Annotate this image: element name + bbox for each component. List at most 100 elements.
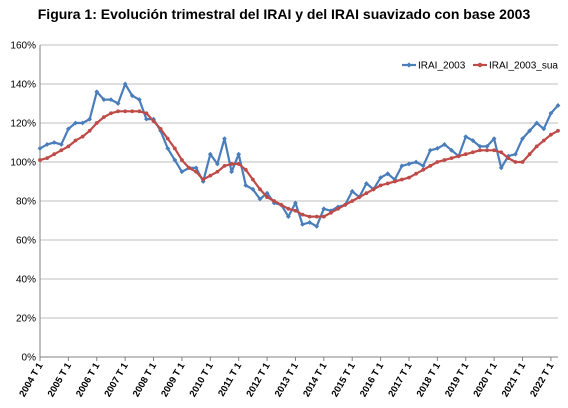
data-point-irai-2003-sua [59,148,64,153]
data-point-irai-2003 [470,138,476,143]
y-tick-label: 140% [10,80,36,91]
data-point-irai-2003 [101,97,107,102]
data-point-irai-2003-sua [229,162,234,166]
data-point-irai-2003 [434,145,440,151]
data-point-irai-2003-sua [208,173,213,178]
data-point-irai-2003 [349,188,355,194]
data-point-irai-2003-sua [94,121,99,125]
data-point-irai-2003 [94,89,100,95]
y-tick-label: 60% [16,236,36,247]
data-point-irai-2003-sua [279,203,284,207]
data-point-irai-2003-sua [101,115,106,120]
data-point-irai-2003-sua [52,152,57,157]
data-point-irai-2003 [285,214,291,219]
data-point-irai-2003 [65,126,71,132]
data-point-irai-2003 [222,136,227,141]
data-point-irai-2003-sua [399,177,404,182]
data-point-irai-2003-sua [534,144,539,149]
data-point-irai-2003 [250,186,256,192]
data-point-irai-2003 [257,196,263,202]
data-point-irai-2003-sua [414,171,418,176]
data-point-irai-2003-sua [407,175,411,180]
y-tick-label: 160% [10,41,36,52]
data-point-irai-2003 [193,165,199,171]
data-point-irai-2003-sua [343,203,348,207]
data-point-irai-2003 [399,163,405,169]
y-tick-label: 100% [10,158,36,169]
data-point-irai-2003-sua [109,111,113,116]
x-tick-label: 2010 T 1 [188,360,217,399]
data-point-irai-2003-sua [286,206,291,211]
data-point-irai-2003-sua [38,158,42,162]
y-tick-label: 0% [22,353,37,364]
x-tick-label: 2005 T 1 [46,360,75,399]
data-point-irai-2003-sua [80,134,85,139]
data-point-irai-2003-sua [421,167,426,172]
data-point-irai-2003 [541,126,547,132]
data-point-irai-2003-sua [336,206,340,211]
x-tick-label: 2008 T 1 [131,360,160,399]
data-point-irai-2003 [406,161,412,167]
data-point-irai-2003-sua [307,214,312,219]
y-tick-labels: 0% 20% 40% 60% 80% 100% 120% 140% 160% [10,41,36,364]
data-point-irai-2003 [73,120,78,126]
legend-label-irai-2003-sua: IRAI_2003_sua [489,61,558,72]
data-point-irai-2003 [165,145,171,151]
data-point-irai-2003 [37,145,43,151]
data-point-irai-2003 [321,206,327,212]
data-point-irai-2003 [378,175,384,180]
data-point-irai-2003 [293,200,298,206]
data-point-irai-2003-sua [116,109,120,114]
data-point-irai-2003-sua [321,214,326,219]
data-point-irai-2003 [44,142,50,147]
data-point-irai-2003 [108,97,114,102]
x-tick-label: 2015 T 1 [330,360,359,399]
legend-marker-irai-2003 [406,62,412,68]
x-tick-label: 2013 T 1 [273,360,302,399]
data-point-irai-2003-sua [392,179,397,184]
data-point-irai-2003-sua [428,164,433,168]
data-point-irai-2003-sua [541,138,546,143]
data-point-irai-2003-sua [123,109,128,114]
data-point-irai-2003 [151,116,156,122]
data-point-irai-2003 [385,171,391,177]
data-point-irai-2003 [51,140,57,145]
data-point-irai-2003-sua [456,154,461,159]
legend: IRAI_2003 IRAI_2003_sua [402,61,558,72]
data-point-irai-2003-sua [243,167,248,172]
data-point-irai-2003-sua [506,156,511,161]
data-point-irai-2003-sua [527,152,532,157]
gridlines [40,44,558,358]
data-point-irai-2003 [420,163,426,169]
data-point-irai-2003 [442,142,447,147]
data-point-irai-2003 [364,181,369,186]
data-point-irai-2003 [477,144,483,149]
data-point-irai-2003-sua [87,128,92,133]
data-point-irai-2003-sua [549,132,553,137]
data-point-irai-2003-sua [499,150,504,155]
x-tick-label: 2006 T 1 [74,360,103,399]
axes [39,45,558,361]
data-point-irai-2003-sua [45,156,49,161]
data-point-irai-2003-sua [371,187,376,192]
data-point-irai-2003 [484,144,490,149]
data-point-irai-2003 [527,128,533,134]
data-point-irai-2003-sua [265,195,269,200]
data-point-irai-2003 [58,142,64,147]
data-point-irai-2003-sua [222,164,227,168]
data-point-irai-2003 [243,183,249,188]
data-point-irai-2003 [555,103,561,108]
data-point-irai-2003 [172,157,178,163]
data-point-irai-2003 [129,93,135,99]
data-point-irai-2003-sua [520,160,525,164]
data-point-irai-2003 [214,161,220,167]
data-point-irai-2003-sua [463,152,468,157]
series-lines [37,81,561,229]
data-point-irai-2003-sua [300,212,305,217]
data-point-irai-2003-sua [215,169,220,174]
data-point-irai-2003-sua [201,177,206,182]
data-point-irai-2003-sua [172,146,177,151]
y-tick-label: 40% [16,275,36,286]
data-point-irai-2003 [229,169,234,175]
